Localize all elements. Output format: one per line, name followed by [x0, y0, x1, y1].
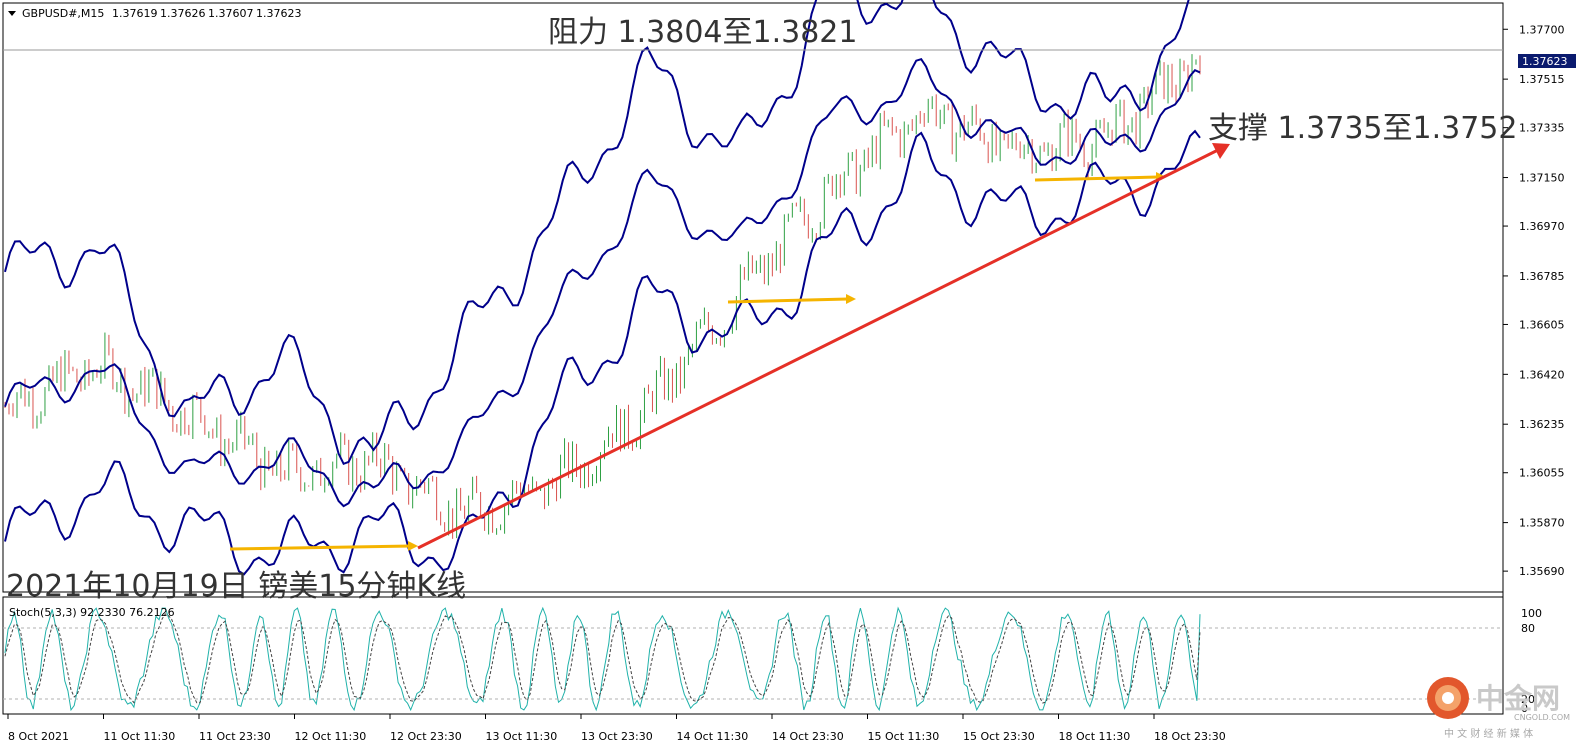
support-arrow-1 — [229, 544, 413, 551]
logo-domain: CNGOLD.COM — [1514, 713, 1570, 722]
logo-name: 中金网 — [1476, 682, 1560, 715]
price-tick-label: 1.36605 — [1519, 318, 1565, 331]
open-value: 1.37619 — [112, 7, 158, 20]
price-axis: 1.37700 1.37515 1.37335 1.37150 1.36970 1.367… — [1503, 23, 1565, 578]
support-annotation: 支撑 1.3735至1.3752 — [1208, 111, 1517, 146]
stoch-level-label-0: 0 — [1521, 702, 1528, 715]
band-lower — [4, 129, 1201, 576]
time-tick-label: 15 Oct 11:30 — [868, 730, 940, 743]
price-tick-label: 1.37700 — [1519, 23, 1565, 36]
time-tick-label: 12 Oct 11:30 — [295, 730, 367, 743]
support-arrow-3 — [1034, 175, 1159, 182]
price-tick-label: 1.37335 — [1519, 122, 1565, 135]
time-tick-label: 18 Oct 11:30 — [1059, 730, 1131, 743]
stoch-label: Stoch(5,3,3) 92.2330 76.2126 — [9, 606, 175, 619]
support-arrow-2 — [727, 297, 849, 304]
price-tick-label: 1.37515 — [1519, 73, 1565, 86]
price-tick-label: 1.36970 — [1519, 220, 1565, 233]
current-price-label: 1.37623 — [1522, 55, 1568, 68]
bollinger-bands — [4, 0, 1201, 576]
trendline-line — [417, 148, 1219, 550]
stoch-level-label-100: 100 — [1521, 607, 1542, 620]
stoch-level-label-80: 80 — [1521, 622, 1535, 635]
price-tick-label: 1.36785 — [1519, 270, 1565, 283]
band-upper — [4, 0, 1190, 466]
price-tick-label: 1.37150 — [1519, 172, 1565, 185]
low-value: 1.37607 — [208, 7, 254, 20]
time-tick-label: 13 Oct 23:30 — [581, 730, 653, 743]
main-chart-frame — [2, 2, 1504, 593]
time-tick-label: 18 Oct 23:30 — [1154, 730, 1226, 743]
time-tick-label: 14 Oct 11:30 — [677, 730, 749, 743]
time-tick-label: 12 Oct 23:30 — [390, 730, 462, 743]
time-tick-label: 13 Oct 11:30 — [486, 730, 558, 743]
support-arrow-1-head — [408, 541, 418, 551]
time-tick-label: 15 Oct 23:30 — [963, 730, 1035, 743]
price-tick-label: 1.35870 — [1519, 517, 1565, 530]
time-tick-label: 8 Oct 2021 — [8, 730, 69, 743]
trendline — [417, 143, 1230, 550]
chart-footer-annotation: 2021年10月19日 镑美15分钟K线 — [6, 569, 466, 604]
trendline-head — [1212, 143, 1230, 159]
stoch-level-label-20: 20 — [1521, 693, 1535, 706]
close-value: 1.37623 — [256, 7, 302, 20]
brand-logo: 中金网 CNGOLD.COM 中 文 财 经 新 媒 体 — [1427, 677, 1570, 740]
stoch-main-line — [4, 606, 1201, 712]
dropdown-triangle-icon[interactable] — [8, 11, 16, 16]
time-axis: 8 Oct 2021 11 Oct 11:30 11 Oct 23:30 12 Oct… — [7, 714, 1226, 743]
time-tick-label: 11 Oct 23:30 — [199, 730, 271, 743]
band-middle — [4, 58, 1201, 508]
price-tick-label: 1.36235 — [1519, 418, 1565, 431]
stoch-signal-line — [4, 613, 1201, 704]
price-tick-label: 1.36420 — [1519, 368, 1565, 381]
logo-icon-core — [1442, 692, 1454, 704]
current-price-tag — [1518, 54, 1576, 68]
time-tick-label: 14 Oct 23:30 — [772, 730, 844, 743]
stoch-frame — [2, 596, 1504, 715]
stoch-lines — [4, 606, 1201, 712]
symbol-label: GBPUSD#,M15 — [22, 7, 104, 20]
time-tick-label: 11 Oct 11:30 — [104, 730, 176, 743]
high-value: 1.37626 — [160, 7, 206, 20]
support-arrow-2-head — [846, 294, 856, 304]
resistance-annotation: 阻力 1.3804至1.3821 — [548, 15, 857, 50]
price-tick-label: 1.35690 — [1519, 565, 1565, 578]
logo-tagline: 中 文 财 经 新 媒 体 — [1444, 727, 1533, 740]
price-tick-label: 1.36055 — [1519, 467, 1565, 480]
